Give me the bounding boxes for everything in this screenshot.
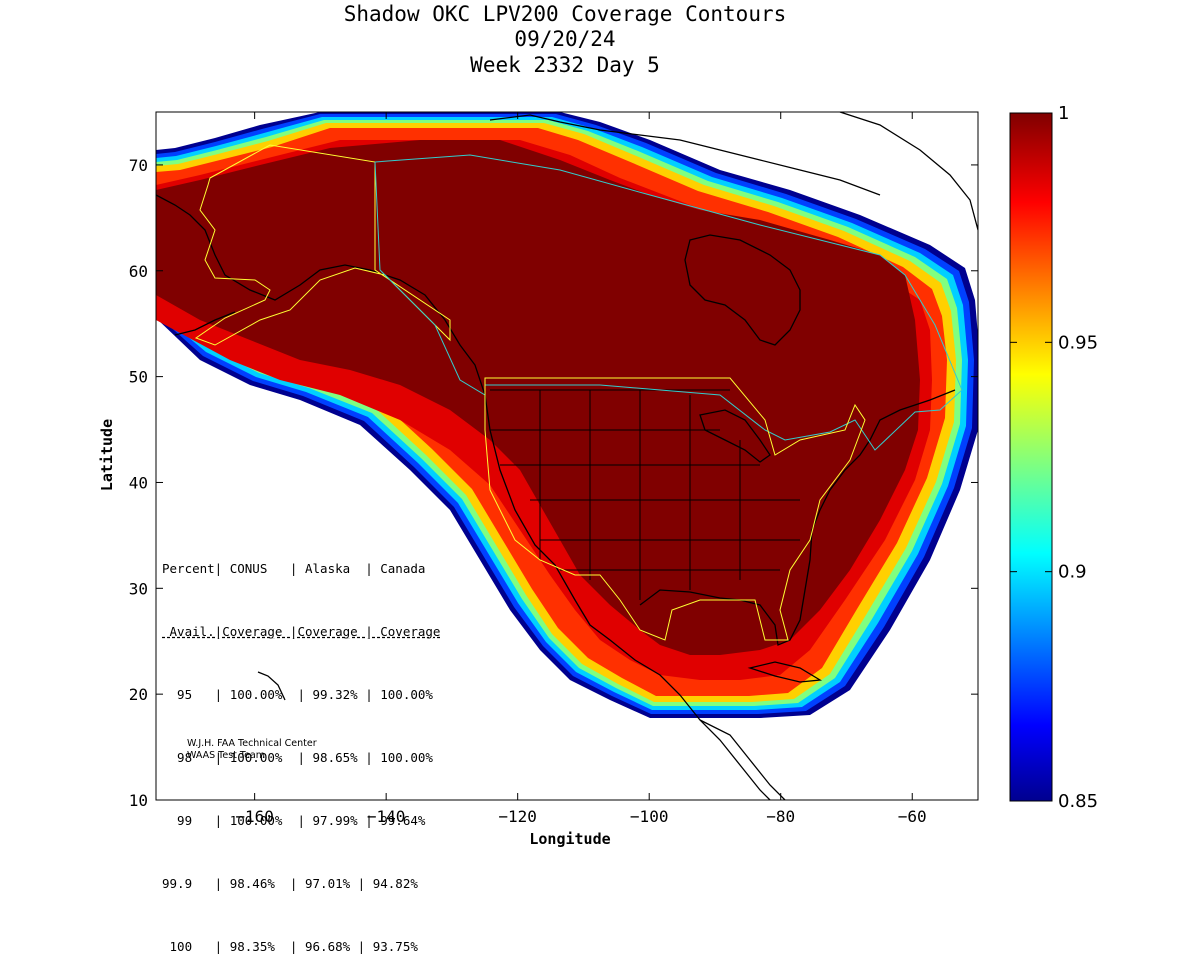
colorbar-tick-label: 0.85 [1058,791,1098,812]
y-tick-label: 10 [129,791,148,810]
stats-row: 98 | 100.00% | 98.65% | 100.00% [162,750,433,765]
stats-row: 95 | 100.00% | 99.32% | 100.00% [162,687,433,702]
y-tick-label: 20 [129,685,148,704]
coastlines [156,112,978,800]
stats-row: 99.9 | 98.46% | 97.01% | 94.82% [162,876,418,891]
us-state-lines [490,389,800,600]
colorbar-gradient [1009,112,1053,802]
contour-1.00 [156,140,920,655]
stats-header-1: Percent| CONUS | Alaska | Canada [162,561,426,576]
north-america-coast [156,194,771,800]
central-america [699,719,786,800]
map-date: 09/20/24 [514,27,616,51]
plot-frame [155,111,979,801]
conus-boundary [484,377,866,641]
region-boundaries [194,144,963,641]
alaska-boundary [194,144,451,346]
x-tick-label: −80 [766,807,795,826]
aleutians [174,311,236,336]
x-tick-label: −100 [630,807,669,826]
great-lakes [699,409,771,463]
y-tick-label: 50 [129,368,148,387]
gulf-coast [639,389,956,646]
y-tick-label: 40 [129,473,148,492]
coverage-map: −160 −140 −120 −100 −80 −60 10 20 30 40 50 60 70 Lo… [98,111,979,848]
colorbar-ticks: 1 0.95 0.9 0.85 [1010,103,1098,812]
greenland [839,112,978,231]
y-tick-label: 70 [129,156,148,175]
x-axis-ticks: −160 −140 −120 −100 −80 −60 [235,112,927,826]
credit-line-2: WAAS Test Team [187,750,266,761]
colorbar-tick-label: 1 [1058,103,1069,124]
canada-boundary [374,154,963,451]
y-axis-title: Latitude [98,419,116,491]
y-axis-ticks: 10 20 30 40 50 60 70 [129,156,978,810]
x-tick-label: −140 [367,807,406,826]
y-tick-label: 30 [129,579,148,598]
map-title: Shadow OKC LPV200 Coverage Contours [343,2,787,26]
y-tick-label: 60 [129,262,148,281]
credit-line-1: W.J.H. FAA Technical Center [187,738,317,749]
x-tick-label: −120 [498,807,537,826]
arctic-islands [489,114,881,196]
cuba [747,661,823,683]
x-tick-label: −60 [898,807,927,826]
colorbar-tick-label: 0.95 [1058,332,1098,353]
x-axis-title: Longitude [529,830,610,848]
coverage-stats-table: Percent| CONUS | Alaska | Canada Avail.|… [162,516,440,978]
hawaii [257,671,286,701]
stats-row: 99 | 100.00% | 97.99% | 99.64% [162,813,426,828]
x-tick-label: −160 [235,807,274,826]
colorbar: 1 0.95 0.9 0.85 [1009,103,1098,812]
credit-note: W.J.H. FAA Technical Center WAAS Test Te… [187,738,317,762]
colorbar-tick-label: 0.9 [1058,562,1087,583]
map-week: Week 2332 Day 5 [470,53,660,77]
stats-row: 100 | 98.35% | 96.68% | 93.75% [162,939,418,954]
hudson-bay [684,234,801,346]
stats-header-2: Avail.|Coverage |Coverage | Coverage [162,624,441,639]
coverage-contours [156,112,978,718]
